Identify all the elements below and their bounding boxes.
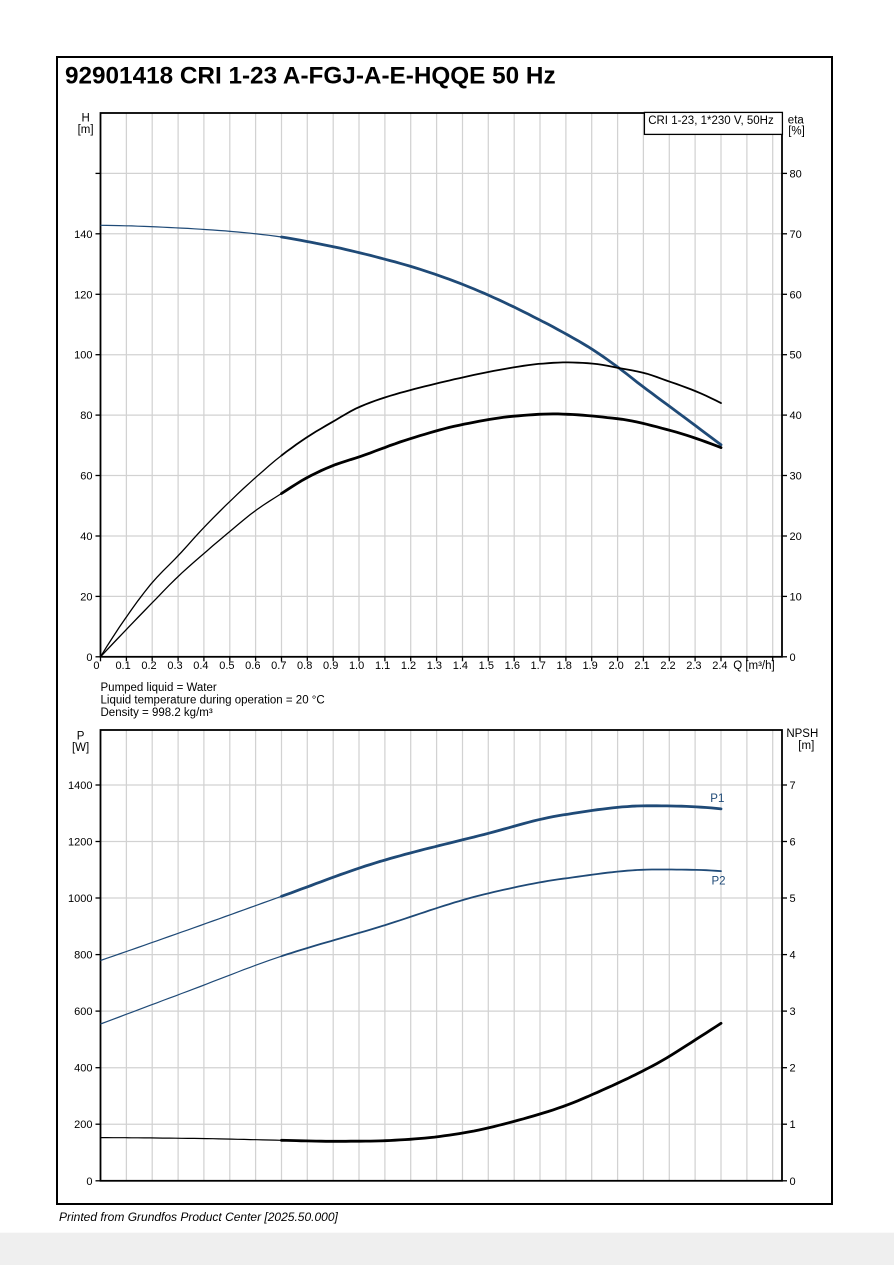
svg-text:1000: 1000 [68, 893, 92, 905]
svg-text:[W]: [W] [72, 742, 89, 754]
svg-text:0.5: 0.5 [219, 660, 234, 672]
svg-text:200: 200 [74, 1119, 92, 1131]
svg-text:400: 400 [74, 1063, 92, 1075]
svg-text:6: 6 [790, 837, 796, 849]
svg-text:1.7: 1.7 [531, 660, 546, 672]
svg-text:Q [m³/h]: Q [m³/h] [733, 660, 775, 672]
svg-text:2.4: 2.4 [712, 660, 727, 672]
svg-text:1.4: 1.4 [453, 660, 468, 672]
svg-text:120: 120 [74, 289, 92, 301]
svg-text:0.3: 0.3 [167, 660, 182, 672]
svg-text:5: 5 [790, 893, 796, 905]
svg-text:1200: 1200 [68, 837, 92, 849]
svg-text:0.7: 0.7 [271, 660, 286, 672]
svg-text:0: 0 [790, 1176, 796, 1188]
svg-text:H: H [81, 112, 89, 124]
svg-text:[m]: [m] [78, 124, 94, 136]
svg-text:1400: 1400 [68, 780, 92, 792]
svg-text:2.0: 2.0 [608, 660, 623, 672]
svg-text:eta: eta [788, 114, 805, 126]
svg-text:0.4: 0.4 [193, 660, 208, 672]
svg-text:[%]: [%] [788, 125, 805, 137]
svg-text:P2: P2 [712, 876, 726, 888]
svg-text:1: 1 [790, 1119, 796, 1131]
svg-text:3: 3 [790, 1006, 796, 1018]
svg-text:1.8: 1.8 [557, 660, 572, 672]
svg-text:2.3: 2.3 [686, 660, 701, 672]
svg-text:40: 40 [790, 410, 802, 422]
svg-text:0.1: 0.1 [115, 660, 130, 672]
svg-text:800: 800 [74, 950, 92, 962]
svg-text:[m]: [m] [798, 740, 814, 752]
svg-text:0.8: 0.8 [297, 660, 312, 672]
svg-text:0.9: 0.9 [323, 660, 338, 672]
svg-text:1.0: 1.0 [349, 660, 364, 672]
svg-text:20: 20 [80, 591, 92, 603]
svg-text:0: 0 [86, 1176, 92, 1188]
svg-text:30: 30 [790, 471, 802, 483]
svg-text:1.3: 1.3 [427, 660, 442, 672]
svg-text:1.6: 1.6 [505, 660, 520, 672]
svg-text:80: 80 [80, 410, 92, 422]
svg-text:0: 0 [86, 652, 92, 664]
svg-text:70: 70 [790, 229, 802, 241]
svg-text:1.2: 1.2 [401, 660, 416, 672]
svg-text:1.5: 1.5 [479, 660, 494, 672]
svg-text:0.2: 0.2 [141, 660, 156, 672]
svg-text:2.2: 2.2 [660, 660, 675, 672]
svg-text:100: 100 [74, 350, 92, 362]
svg-text:2: 2 [790, 1063, 796, 1075]
svg-text:CRI 1-23, 1*230 V, 50Hz: CRI 1-23, 1*230 V, 50Hz [648, 115, 774, 127]
svg-text:60: 60 [80, 471, 92, 483]
svg-text:Liquid temperature during oper: Liquid temperature during operation = 20… [101, 695, 325, 707]
svg-text:P: P [77, 730, 85, 742]
svg-text:10: 10 [790, 591, 802, 603]
svg-text:7: 7 [790, 780, 796, 792]
svg-text:50: 50 [790, 350, 802, 362]
svg-text:0.6: 0.6 [245, 660, 260, 672]
svg-text:2.1: 2.1 [634, 660, 649, 672]
svg-text:Pumped liquid = Water: Pumped liquid = Water [101, 682, 217, 694]
svg-text:1.1: 1.1 [375, 660, 390, 672]
svg-text:0: 0 [790, 652, 796, 664]
svg-text:140: 140 [74, 229, 92, 241]
svg-text:80: 80 [790, 168, 802, 180]
svg-text:Density = 998.2 kg/m³: Density = 998.2 kg/m³ [101, 707, 213, 719]
svg-text:20: 20 [790, 531, 802, 543]
svg-text:Printed from Grundfos Product: Printed from Grundfos Product Center [20… [59, 1210, 338, 1224]
svg-text:P1: P1 [710, 793, 724, 805]
svg-text:600: 600 [74, 1006, 92, 1018]
svg-text:0: 0 [93, 660, 99, 672]
svg-text:NPSH: NPSH [786, 728, 818, 740]
svg-text:4: 4 [790, 950, 796, 962]
svg-text:60: 60 [790, 289, 802, 301]
svg-text:40: 40 [80, 531, 92, 543]
svg-text:1.9: 1.9 [582, 660, 597, 672]
svg-text:92901418 CRI 1-23 A-FGJ-A-E-HQ: 92901418 CRI 1-23 A-FGJ-A-E-HQQE 50 Hz [65, 63, 556, 90]
